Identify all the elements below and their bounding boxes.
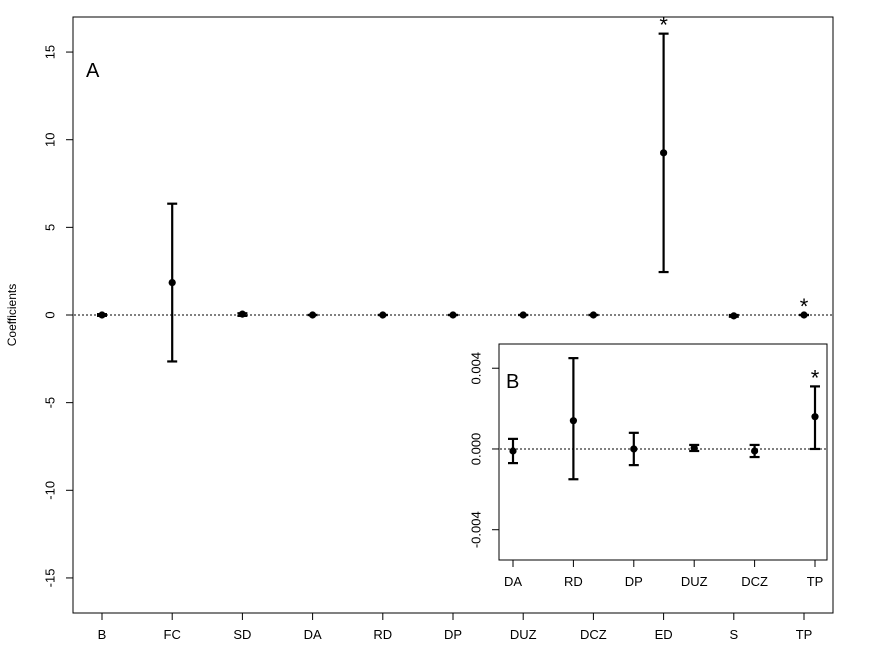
panel-b-plot-frame — [498, 343, 828, 561]
panel-a-point-estimate — [449, 311, 457, 319]
panel-b-x-tick-label: TP — [807, 574, 824, 589]
panel-a-y-axis: 15 10 5 0 -5 -10 -15 — [42, 45, 74, 588]
panel-a-point-estimate — [379, 311, 387, 319]
panel-a-y-tick-label: 0 — [42, 311, 57, 318]
panel-a-point-estimate — [519, 311, 527, 319]
panel-a-label: A — [86, 60, 100, 82]
panel-a-y-tick-label: -10 — [42, 481, 57, 500]
panel-a-x-tick-label: DP — [444, 627, 462, 642]
panel-a-x-tick-label: TP — [796, 627, 813, 642]
panel-b-y-tick-label: 0.004 — [468, 352, 483, 385]
panel-a-point-estimate — [168, 278, 176, 287]
panel-a-point-estimate — [238, 310, 246, 318]
panel-b-x-tick-label: DA — [504, 574, 522, 589]
panel-a-y-tick-label: 10 — [42, 132, 57, 146]
panel-a-x-axis: B FC SD DA RD DP DUZ DCZ ED S TP — [98, 612, 813, 642]
panel-b-y-axis: 0.004 0.000 -0.004 — [468, 352, 500, 548]
panel-b-point-estimate — [569, 417, 578, 425]
panel-b-label: B — [506, 371, 519, 393]
panel-a-x-tick-label: FC — [164, 627, 181, 642]
panel-b-x-axis: DA RD DP DUZ DCZ TP — [504, 559, 824, 589]
panel-a-point-estimate — [589, 311, 598, 319]
panel-a-x-tick-label: S — [729, 627, 738, 642]
panel-b-y-tick-label: -0.004 — [468, 511, 483, 548]
panel-a-point-estimate — [309, 311, 317, 319]
panel-a-point-estimate — [800, 311, 808, 319]
panel-a-x-tick-label: ED — [655, 627, 673, 642]
panel-b-x-tick-label: DP — [625, 574, 643, 589]
panel-a-x-tick-label: RD — [373, 627, 392, 642]
panel-a-x-tick-label: B — [98, 627, 107, 642]
panel-a-x-tick-label: DUZ — [510, 627, 537, 642]
panel-b-x-tick-label: RD — [564, 574, 583, 589]
panel-a-x-tick-label: SD — [233, 627, 251, 642]
panel-a-marks: ** — [74, 13, 832, 363]
panel-a-x-tick-label: DA — [304, 627, 322, 642]
panel-b-y-tick-label: 0.000 — [468, 433, 483, 466]
panel-b-point-estimate — [811, 413, 819, 421]
panel-b-point-estimate — [630, 445, 638, 453]
panel-a-y-tick-label: 5 — [42, 224, 57, 231]
panel-a-point-estimate — [660, 149, 668, 157]
panel-a-significance-marker: * — [800, 294, 809, 319]
panel-a-x-tick-label: DCZ — [580, 627, 607, 642]
panel-b-marks: * — [500, 357, 826, 481]
y-axis-label: Coefficients — [5, 284, 19, 346]
panel-b-point-estimate — [751, 447, 759, 455]
panel-a-point-estimate — [730, 312, 738, 320]
panel-a-y-tick-label: -15 — [42, 569, 57, 588]
panel-a-y-tick-label: -5 — [42, 397, 57, 409]
panel-a-significance-marker: * — [659, 13, 668, 38]
panel-b-point-estimate — [509, 447, 517, 455]
panel-b-x-tick-label: DCZ — [741, 574, 768, 589]
panel-b-x-tick-label: DUZ — [681, 574, 708, 589]
panel-b-point-estimate — [690, 444, 698, 452]
panel-b: B 0.004 0.000 -0.004 DA RD DP DUZ DCZ TP * — [468, 343, 828, 589]
panel-a-point-estimate — [98, 311, 106, 319]
panel-b-significance-marker: * — [811, 365, 820, 390]
panel-a-y-tick-label: 15 — [42, 45, 57, 59]
